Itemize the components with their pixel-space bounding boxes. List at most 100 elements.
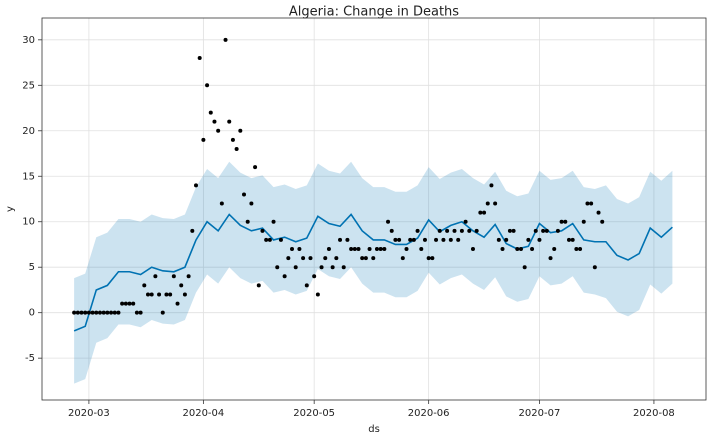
observed-point	[559, 219, 564, 224]
observed-point	[345, 237, 350, 242]
observed-point	[445, 228, 450, 233]
observed-point	[245, 219, 250, 224]
observed-point	[574, 247, 579, 252]
observed-point	[448, 237, 453, 242]
observed-point	[182, 292, 187, 297]
observed-point	[234, 146, 239, 151]
observed-point	[131, 301, 136, 306]
observed-point	[555, 228, 560, 233]
observed-point	[282, 274, 287, 279]
observed-point	[153, 274, 158, 279]
observed-point	[526, 237, 531, 242]
observed-point	[507, 228, 512, 233]
y-tick-label: 10	[22, 217, 35, 228]
observed-point	[83, 310, 88, 315]
observed-point	[179, 283, 184, 288]
observed-point	[352, 247, 357, 252]
observed-point	[238, 128, 243, 133]
observed-point	[518, 247, 523, 252]
observed-point	[430, 256, 435, 261]
observed-point	[227, 119, 232, 124]
y-tick-label: 30	[22, 35, 35, 46]
observed-point	[363, 256, 368, 261]
observed-point	[112, 310, 117, 315]
observed-point	[548, 256, 553, 261]
observed-point	[290, 247, 295, 252]
observed-point	[500, 247, 505, 252]
y-tick-label: 20	[22, 126, 35, 137]
x-tick-label: 2020-03	[68, 408, 110, 419]
observed-point	[216, 128, 221, 133]
uncertainty-band	[74, 161, 673, 384]
observed-point	[101, 310, 106, 315]
observed-point	[338, 237, 343, 242]
observed-point	[94, 310, 99, 315]
observed-point	[253, 165, 258, 170]
observed-point	[142, 283, 147, 288]
observed-point	[260, 228, 265, 233]
observed-point	[349, 247, 354, 252]
x-tick-label: 2020-04	[182, 408, 224, 419]
observed-point	[533, 228, 538, 233]
observed-point	[123, 301, 128, 306]
observed-point	[578, 247, 583, 252]
observed-point	[160, 310, 165, 315]
chart-title: Algeria: Change in Deaths	[289, 5, 459, 20]
observed-point	[190, 228, 195, 233]
observed-point	[404, 247, 409, 252]
observed-point	[278, 237, 283, 242]
observed-point	[570, 237, 575, 242]
observed-point	[356, 247, 361, 252]
observed-point	[467, 228, 472, 233]
observed-point	[408, 237, 413, 242]
observed-point	[374, 247, 379, 252]
x-tick-label: 2020-06	[408, 408, 450, 419]
observed-point	[275, 265, 280, 270]
observed-point	[193, 183, 198, 188]
observed-point	[537, 237, 542, 242]
observed-point	[116, 310, 121, 315]
observed-point	[90, 310, 95, 315]
observed-point	[315, 292, 320, 297]
observed-point	[249, 201, 254, 206]
plot-frame	[41, 17, 707, 401]
observed-point	[312, 274, 317, 279]
observed-point	[304, 283, 309, 288]
observed-point	[175, 301, 180, 306]
observed-point	[164, 292, 169, 297]
observed-point	[419, 247, 424, 252]
observed-point	[134, 310, 139, 315]
observed-point	[360, 256, 365, 261]
observed-point	[171, 274, 176, 279]
observed-point	[522, 265, 527, 270]
observed-point	[371, 256, 376, 261]
observed-point	[205, 83, 210, 88]
observed-point	[544, 228, 549, 233]
observed-point	[589, 201, 594, 206]
observed-point	[386, 219, 391, 224]
observed-point	[389, 228, 394, 233]
observed-point	[367, 247, 372, 252]
observed-point	[530, 247, 535, 252]
observed-point	[452, 228, 457, 233]
observed-point	[72, 310, 77, 315]
observed-point	[478, 210, 483, 215]
forecast-line	[73, 213, 673, 332]
observed-point	[293, 265, 298, 270]
observed-point	[330, 265, 335, 270]
observed-point	[489, 183, 494, 188]
observed-point	[397, 237, 402, 242]
y-tick-label: 15	[22, 171, 35, 182]
observed-point	[326, 247, 331, 252]
observed-point	[459, 228, 464, 233]
observed-point	[212, 119, 217, 124]
observed-point	[592, 265, 597, 270]
y-tick-label: -5	[25, 353, 35, 364]
observed-point	[157, 292, 162, 297]
observed-point	[105, 310, 110, 315]
observed-point	[219, 201, 224, 206]
observed-point	[242, 192, 247, 197]
observed-point	[426, 256, 431, 261]
observed-point	[470, 247, 475, 252]
